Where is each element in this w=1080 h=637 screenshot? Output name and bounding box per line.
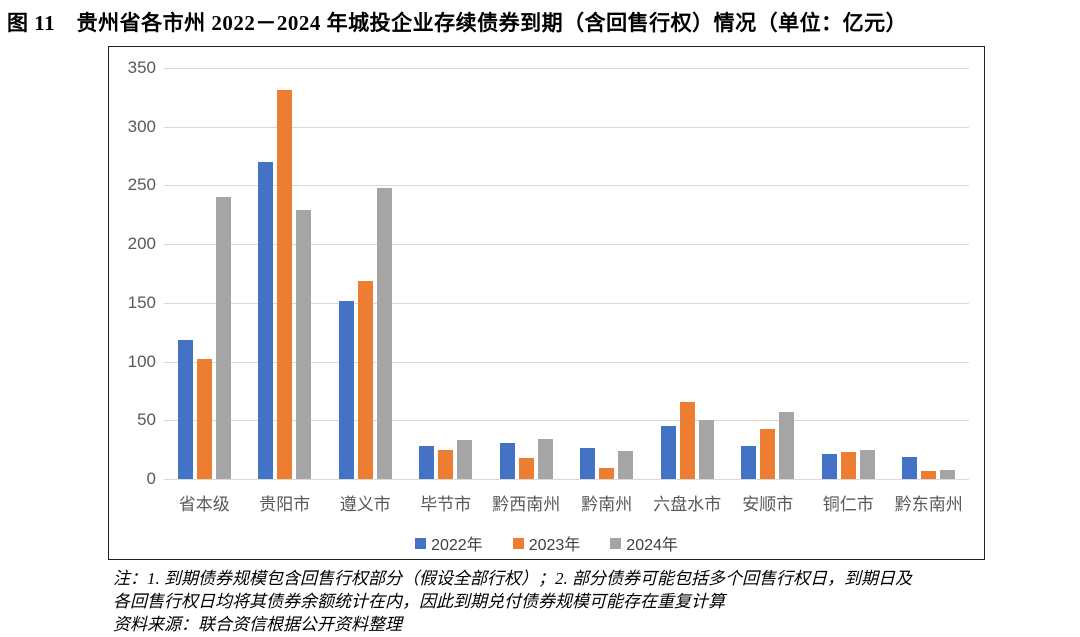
x-tick-label-黔东南州: 黔东南州 [894, 495, 963, 514]
bar-group-黔东南州 [889, 68, 970, 479]
bar-group-六盘水市 [647, 68, 728, 479]
bar-2024年-省本级 [215, 197, 231, 479]
bar-2022年-毕节市 [419, 446, 435, 479]
bar-2024年-遵义市 [376, 187, 392, 479]
x-tick-label-铜仁市: 铜仁市 [822, 495, 874, 514]
bar-2022年-安顺市 [741, 446, 757, 479]
bar-group-贵阳市 [245, 68, 326, 479]
x-tick-label-六盘水市: 六盘水市 [653, 495, 722, 514]
x-tick-label-毕节市: 毕节市 [420, 495, 472, 514]
gridline-50 [164, 420, 969, 422]
bar-2024年-黔南州 [618, 450, 634, 479]
note-line-2: 各回售行权日均将其债券余额统计在内，因此到期兑付债券规模可能存在重复计算 [113, 592, 725, 611]
bar-2022年-铜仁市 [821, 454, 837, 479]
x-tick-label-安顺市: 安顺市 [742, 495, 794, 514]
bar-2024年-黔西南州 [537, 439, 553, 479]
bar-2023年-六盘水市 [679, 401, 695, 479]
x-tick-label-省本级: 省本级 [178, 495, 230, 514]
bar-2022年-遵义市 [338, 300, 354, 479]
gridline-150 [164, 302, 969, 304]
bar-2022年-省本级 [177, 340, 193, 479]
bar-group-黔西南州 [486, 68, 567, 479]
bar-2023年-安顺市 [760, 428, 776, 479]
y-tick-label: 250 [127, 175, 156, 195]
x-axis: 省本级 贵阳市 遵义市 毕节市 黔西南州 黔南州 六盘水市 安顺市 铜仁市 黔东南州 [164, 490, 969, 515]
chart-frame: 0 50 100 150 200 250 300 350 省本级 贵阳市 遵义市 毕节市 黔西南州 黔南… [108, 46, 985, 560]
bar-2022年-六盘水市 [660, 426, 676, 479]
legend-item-2022: 2022年 [415, 531, 483, 555]
bar-2023年-贵阳市 [277, 90, 293, 479]
chart-legend: 2022年 2023年 2024年 [109, 531, 984, 555]
plot-area [164, 68, 969, 480]
bar-2023年-黔西南州 [518, 457, 534, 479]
note-line-1: 注：1. 到期债券规模包含回售行权部分（假设全部行权）；2. 部分债券可能包括多… [113, 569, 912, 588]
gridline-100 [164, 361, 969, 363]
bar-group-遵义市 [325, 68, 406, 479]
bar-2024年-安顺市 [779, 412, 795, 479]
bar-2022年-黔南州 [580, 448, 596, 479]
bar-2024年-贵阳市 [296, 210, 312, 479]
bar-group-毕节市 [406, 68, 487, 479]
bar-2024年-毕节市 [457, 440, 473, 479]
gridline-0 [164, 479, 969, 480]
bar-2023年-黔南州 [599, 468, 615, 479]
gridline-200 [164, 244, 969, 246]
bar-2024年-六盘水市 [698, 420, 714, 479]
legend-marker-2022-icon [415, 537, 427, 549]
y-tick-label: 350 [127, 58, 156, 77]
gridline-350 [164, 68, 969, 69]
bar-2024年-铜仁市 [859, 449, 875, 479]
x-tick-label-贵阳市: 贵阳市 [259, 495, 311, 514]
bar-groups [164, 68, 969, 479]
bar-2023年-黔东南州 [921, 470, 937, 479]
bar-group-黔南州 [567, 68, 648, 479]
legend-label: 2022年 [431, 537, 483, 554]
figure-notes: 注：1. 到期债券规模包含回售行权部分（假设全部行权）；2. 部分债券可能包括多… [113, 567, 1053, 636]
bar-2023年-省本级 [196, 359, 212, 479]
legend-item-2024: 2024年 [610, 531, 678, 555]
legend-marker-2024-icon [610, 537, 622, 549]
y-tick-label: 200 [127, 234, 156, 254]
bar-2022年-黔西南州 [499, 442, 515, 479]
y-axis: 0 50 100 150 200 250 300 350 [109, 58, 156, 488]
legend-marker-2023-icon [512, 537, 524, 549]
x-tick-label-黔西南州: 黔西南州 [492, 495, 561, 514]
y-tick-label: 100 [127, 351, 156, 371]
legend-label: 2024年 [626, 537, 678, 554]
legend-item-2023: 2023年 [512, 531, 581, 555]
y-tick-label: 300 [127, 116, 156, 136]
gridline-300 [164, 126, 969, 128]
note-source: 资料来源：联合资信根据公开资料整理 [113, 615, 402, 634]
bar-group-铜仁市 [808, 68, 889, 479]
bar-2023年-毕节市 [438, 449, 454, 479]
bar-2022年-黔东南州 [902, 456, 918, 479]
legend-label: 2023年 [528, 537, 581, 554]
bar-group-安顺市 [728, 68, 809, 479]
bar-2022年-贵阳市 [258, 161, 274, 479]
bar-2023年-遵义市 [357, 280, 373, 479]
bar-2023年-铜仁市 [840, 452, 856, 479]
bar-2024年-黔东南州 [940, 469, 956, 479]
x-tick-label-黔南州: 黔南州 [581, 495, 633, 514]
bar-group-省本级 [164, 68, 245, 479]
gridline-250 [164, 185, 969, 187]
x-tick-label-遵义市: 遵义市 [339, 495, 391, 514]
y-tick-label: 50 [137, 410, 156, 430]
figure-title: 图 11 贵州省各市州 2022－2024 年城投企业存续债券到期（含回售行权）… [7, 11, 908, 35]
y-tick-label: 0 [146, 469, 156, 488]
y-tick-label: 150 [127, 292, 156, 312]
